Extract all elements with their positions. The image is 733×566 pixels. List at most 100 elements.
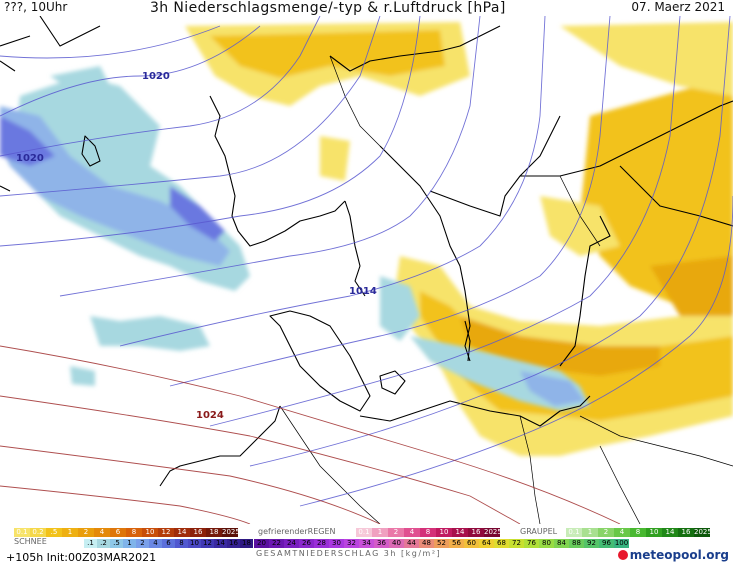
snow-area-nw <box>50 66 110 96</box>
legend-cell: 20 <box>254 539 269 548</box>
legend-cell: 76 <box>524 539 539 548</box>
legend-cell: 12 <box>201 539 214 548</box>
legend-cell: 96 <box>599 539 614 548</box>
legend-cell: 92 <box>584 539 599 548</box>
coast-gotland <box>464 320 471 362</box>
snow-area-baltic-mid <box>520 371 585 406</box>
total-label: GESAMTNIEDERSCHLAG 3h [kg/m²] <box>256 549 442 558</box>
legend-cell: 1 <box>62 528 78 537</box>
snow-label: SCHNEE <box>14 537 47 546</box>
rain-area-northeast <box>560 22 733 96</box>
legend-cell: 60 <box>464 539 479 548</box>
freezing-rain-label: gefrierenderREGEN <box>258 527 336 536</box>
legend-cell: 52 <box>434 539 449 548</box>
legend-cell: 14 <box>174 528 190 537</box>
legend-cell: 2025+ <box>694 528 718 537</box>
snow-area-northsea-mid <box>0 106 230 266</box>
isobars-low <box>0 16 733 507</box>
snow-scale: .1.2.5 1 2 4 6 8 10 12 14 16 18 <box>84 539 253 548</box>
coast-baltic-states <box>559 215 611 367</box>
legend-cell: 0.1 <box>566 528 582 537</box>
legend-cell: 1 <box>123 539 136 548</box>
legend-cell: 10 <box>142 528 158 537</box>
coast-russia-east <box>619 165 733 227</box>
legend-cell: 0.1 <box>356 528 372 537</box>
legend-cell: 18 <box>206 528 222 537</box>
legend-cell: 16 <box>190 528 206 537</box>
legend-cell: 40 <box>389 539 404 548</box>
rain-field <box>185 22 733 456</box>
isobars-high <box>0 345 621 524</box>
legend-cell: 16 <box>468 528 484 537</box>
graupel-label: GRAUPEL <box>520 527 558 536</box>
legend-cell: 4 <box>614 528 630 537</box>
legend-cell: 18 <box>240 539 253 548</box>
precipitation-legend: 0.1 0.2.5 1 2 4 6 8 10 12 14 16 18 2025+ gefrierende… <box>0 524 733 566</box>
legend-cell: .1 <box>84 539 97 548</box>
coast-netherlands <box>159 405 281 487</box>
total-scale: 20 22 24 26 28 30 32 34 36 40 44 48 52 56 60 64 68 72 76 80… <box>254 539 629 548</box>
coastlines <box>0 16 733 487</box>
map-title: 3h Niederschlagsmenge/-typ & r.Luftdruck… <box>150 0 506 16</box>
forecast-init: +105h Init:00Z03MAR2021 <box>6 551 157 564</box>
legend-cell: 14 <box>214 539 227 548</box>
forecast-date: 07. Maerz 2021 <box>631 0 725 14</box>
legend-cell: .5 <box>46 528 62 537</box>
legend-cell: 2025+ <box>222 528 246 537</box>
legend-cell: 12 <box>158 528 174 537</box>
legend-cell: 80 <box>539 539 554 548</box>
legend-cell: 10 <box>436 528 452 537</box>
legend-cell: 2 <box>598 528 614 537</box>
coast-norway-south <box>344 200 366 297</box>
legend-cell: 10 <box>188 539 201 548</box>
graupel-scale: 0.1 1 2 4 8 10 14 16 2025+ <box>566 528 718 537</box>
coast-sweden-east-2 <box>429 115 561 217</box>
legend-cell: 8 <box>126 528 142 537</box>
snow-area-west-small <box>70 366 95 386</box>
coast-sweden-east <box>379 145 471 362</box>
legend-cell: 64 <box>479 539 494 548</box>
rain-area-east-heavy <box>650 256 733 316</box>
snow-area-baltic <box>380 276 420 341</box>
legend-cell: 1 <box>582 528 598 537</box>
isobar-labels: 1020 1020 1014 1024 <box>16 71 377 421</box>
logo-dot-icon <box>617 550 628 560</box>
legend-cell: 36 <box>374 539 389 548</box>
isobar-label-1024: 1024 <box>196 410 224 421</box>
rain-area-east <box>580 76 733 316</box>
brand-text: meteopool.org <box>629 548 729 562</box>
legend-cell: 72 <box>509 539 524 548</box>
coast-scandinavia-interior <box>329 25 501 72</box>
legend-cell: 10 <box>646 528 662 537</box>
isobar-label-1020-north: 1020 <box>142 71 170 82</box>
legend-cell: 14 <box>662 528 678 537</box>
rain-scale: 0.1 0.2.5 1 2 4 6 8 10 12 14 16 18 2025+ <box>14 528 246 537</box>
coast-norway-west <box>0 35 346 247</box>
map-canvas: 1020 1020 1014 1024 <box>0 16 733 524</box>
rain-area-skagerrak <box>320 136 350 181</box>
freezing-rain-scale: 0.1 1 2 4 8 10 14 16 2025+ <box>356 528 508 537</box>
legend-cell: 100 <box>614 539 629 548</box>
legend-cell: 1 <box>372 528 388 537</box>
legend-cell: 28 <box>314 539 329 548</box>
legend-cell: 6 <box>162 539 175 548</box>
island-sjaelland <box>379 370 406 395</box>
brand-logo[interactable]: meteopool.org <box>617 548 729 562</box>
legend-cell: 8 <box>420 528 436 537</box>
isobar-label-1014: 1014 <box>349 286 377 297</box>
legend-cell: 30 <box>329 539 344 548</box>
legend-cell: .5 <box>110 539 123 548</box>
legend-cell: 2 <box>388 528 404 537</box>
legend-cell: 44 <box>404 539 419 548</box>
legend-cell: 6 <box>110 528 126 537</box>
legend-cell: 0.2 <box>30 528 46 537</box>
legend-cell: 4 <box>94 528 110 537</box>
island-spitzbergen-like <box>81 135 101 167</box>
legend-cell: 4 <box>149 539 162 548</box>
legend-cell: 88 <box>569 539 584 548</box>
isobar-label-1020-west: 1020 <box>16 153 44 164</box>
coast-south-baltic <box>359 395 591 427</box>
legend-cell: 22 <box>269 539 284 548</box>
snow-area-coast-heavy <box>170 186 225 241</box>
legend-cell: 56 <box>449 539 464 548</box>
